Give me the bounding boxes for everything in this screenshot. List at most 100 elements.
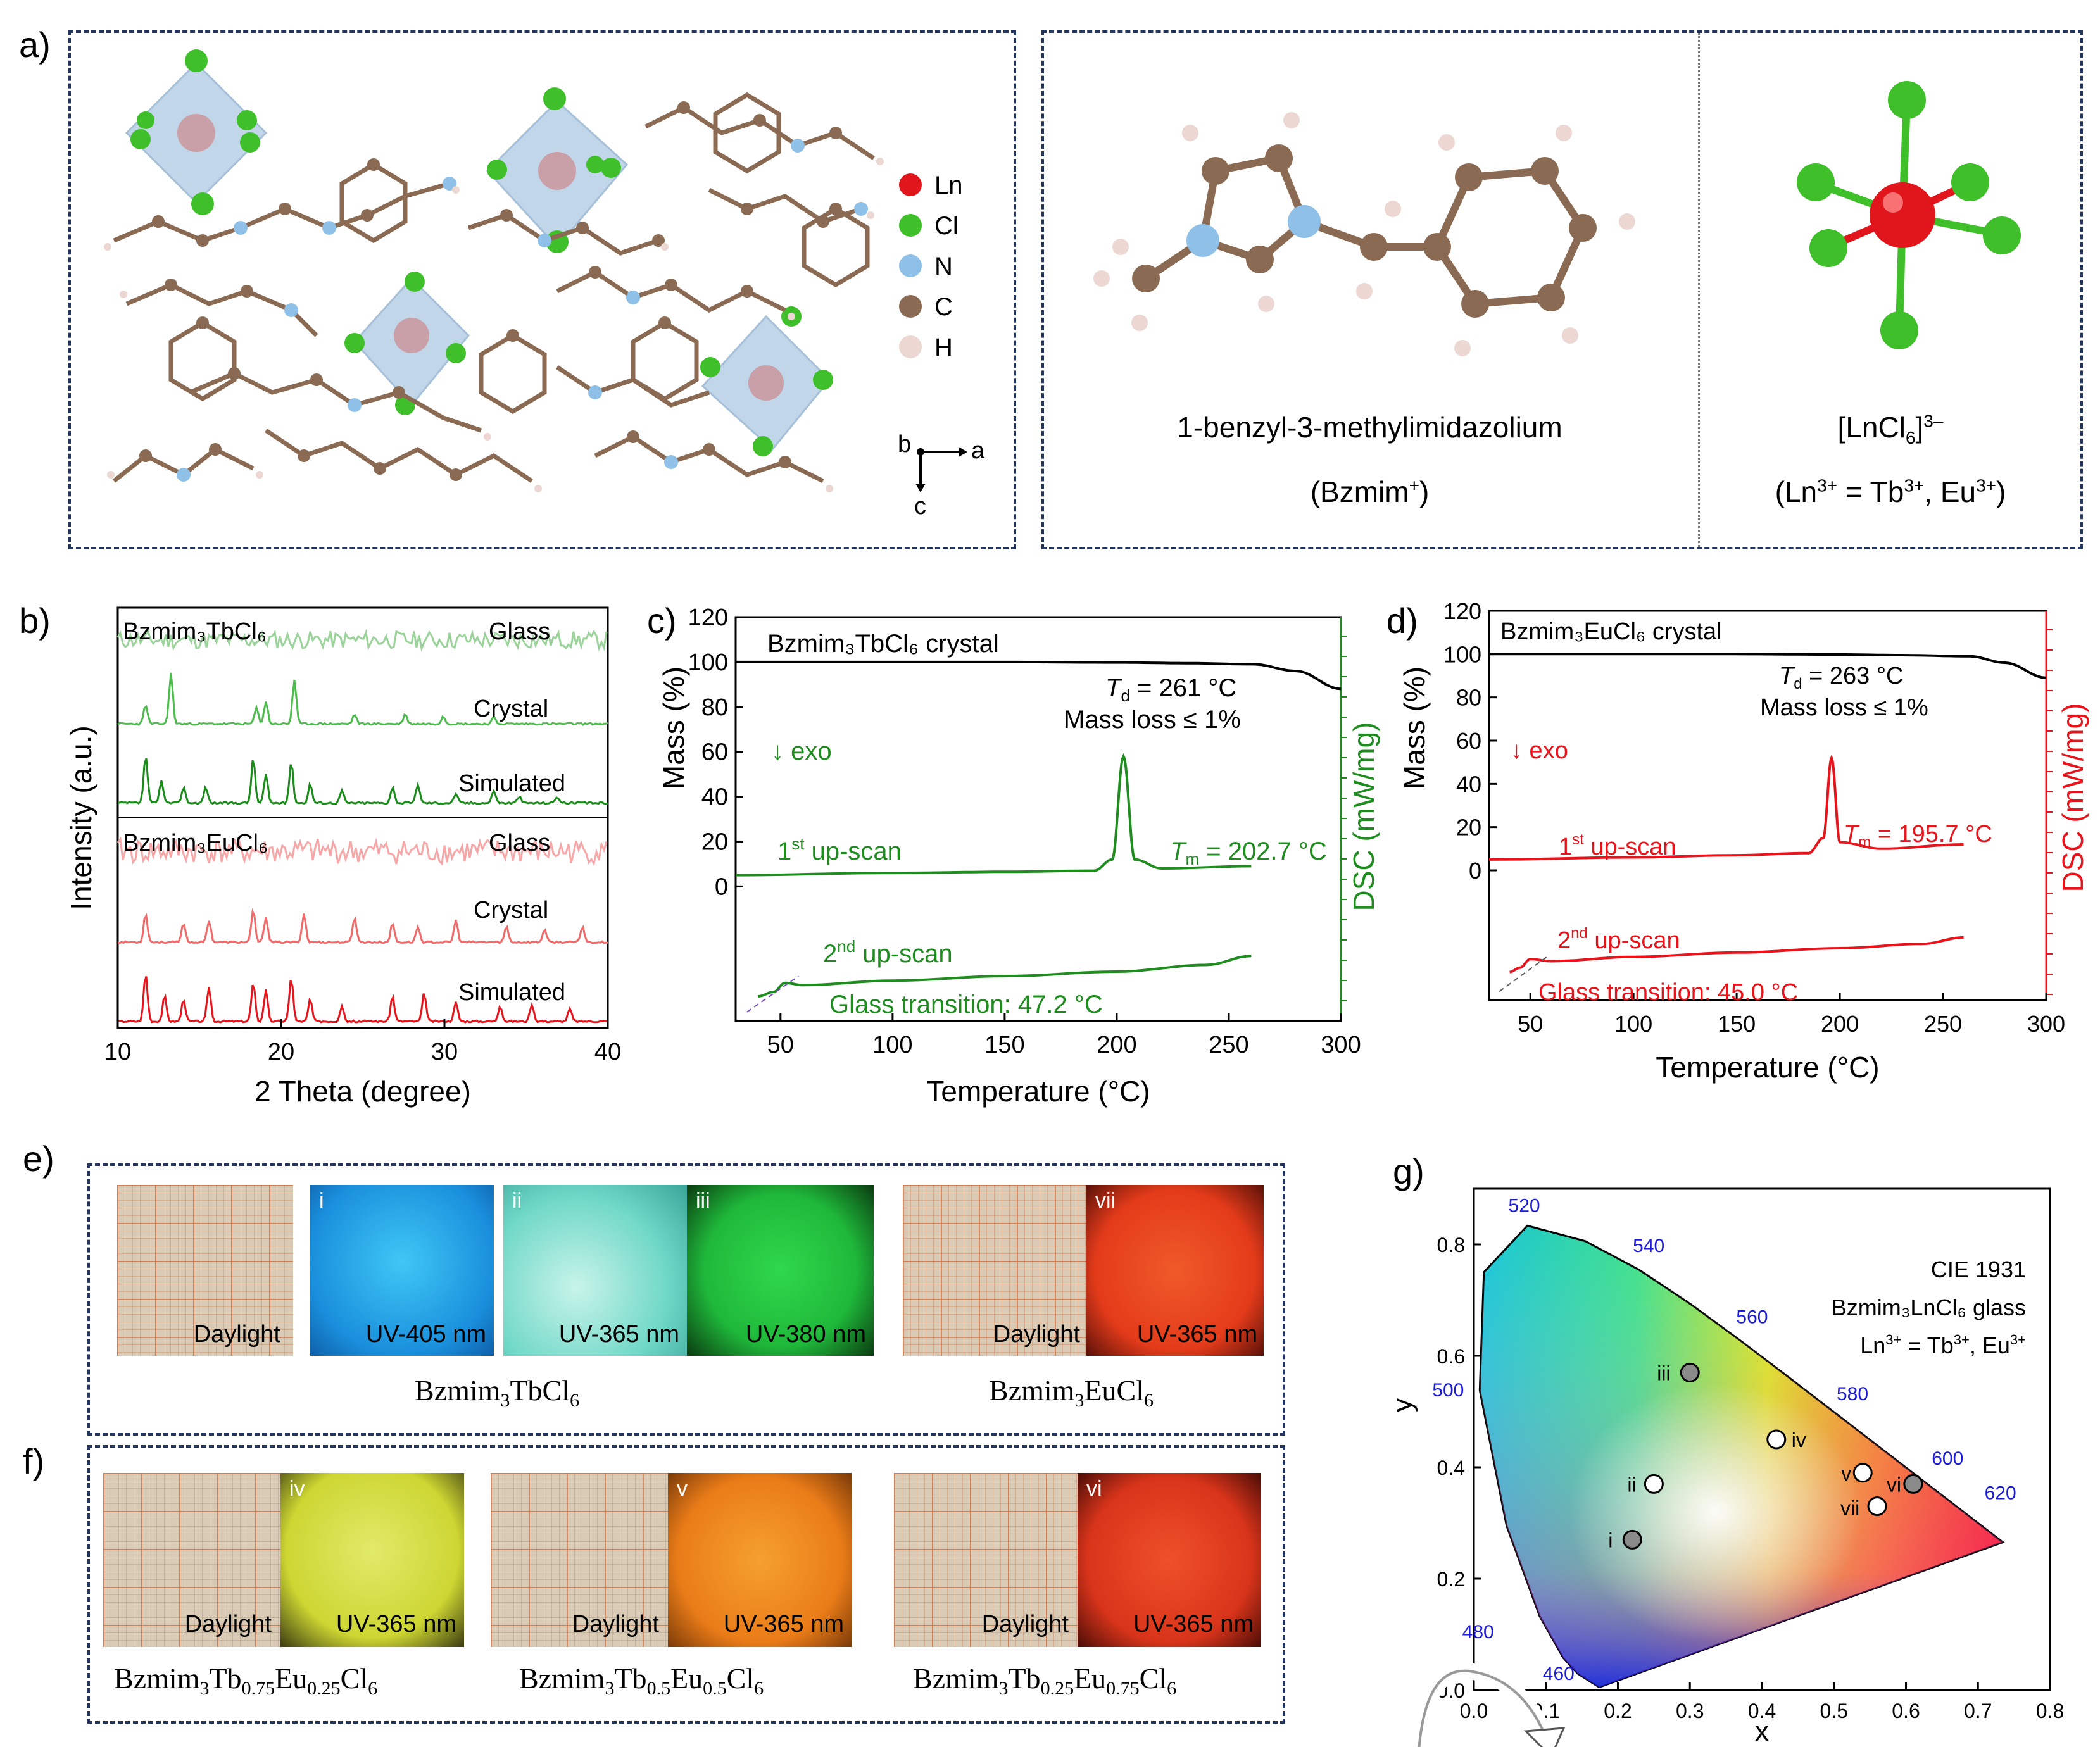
d-ytick: 60	[1456, 728, 1481, 754]
cie-point-iii	[1680, 1362, 1700, 1382]
formula-f-2: Bzmim3Tb0.5Eu0.5Cl6	[519, 1662, 764, 1700]
xrd-tb-label: Bzmim₃TbCl₆	[123, 618, 267, 645]
caption: UV-380 nm	[745, 1321, 866, 1348]
cie-locus-white	[1480, 1225, 2003, 1688]
trace-eu-glass	[116, 836, 608, 867]
caption: Daylight	[981, 1611, 1069, 1638]
cie-xlabel: x	[1755, 1716, 1769, 1747]
axis-c-label: c	[914, 493, 926, 519]
d-xtick: 150	[1718, 1011, 1756, 1037]
roman-label: iv	[289, 1477, 305, 1501]
hydrogen-atoms	[104, 158, 884, 492]
anion-pre: [LnCl	[1837, 411, 1906, 444]
panel-a-crystal-box	[68, 30, 1016, 549]
ln-sup1: 3+	[1817, 475, 1838, 496]
caption: UV-365 nm	[723, 1611, 844, 1638]
d-tangent-line	[1499, 956, 1547, 993]
c-xtick: 200	[1097, 1032, 1136, 1058]
photo-e-iii: iii UV-380 nm	[687, 1185, 874, 1356]
photo-e-vii: vii UV-365 nm	[1086, 1185, 1264, 1356]
photo-f-iv: iv UV-365 nm	[280, 1473, 464, 1647]
anion-sup: 3–	[1923, 411, 1944, 431]
cie-chart: 0.0 0.1 0.2 0.3 0.4 0.5 0.6 0.7 0.80.00.20.40.60…	[1393, 1187, 2064, 1747]
axis-b-label: b	[898, 431, 911, 458]
photo-f-daylight-2: Daylight	[491, 1473, 668, 1647]
c-td: Td = 261 °C	[1105, 674, 1236, 705]
d-xtick: 200	[1821, 1011, 1859, 1037]
xrd-ylabel: Intensity (a.u.)	[65, 725, 97, 910]
atom-legend: Ln Cl N C H	[899, 172, 963, 361]
roman-label: vii	[1095, 1189, 1116, 1213]
roman-label: iii	[696, 1189, 710, 1213]
cie-arrow-head	[1523, 1727, 1566, 1747]
photo-e-i: i UV-405 nm	[310, 1185, 494, 1356]
d-xlabel: Temperature (°C)	[1656, 1051, 1879, 1084]
carbon-atoms	[139, 101, 842, 481]
c-title: Bzmim₃TbCl₆ crystal	[767, 630, 999, 658]
c-scan2-curve	[758, 955, 1252, 998]
xrd-tb-glass-label: Glass	[489, 618, 550, 645]
d-scan2-curve	[1509, 936, 1964, 974]
c-xtick: 300	[1321, 1032, 1361, 1058]
xrd-tb-sim-label: Simulated	[458, 770, 565, 797]
cie-note: Ln3+ = Tb3+, Eu3+	[1860, 1332, 2026, 1358]
formula-f-1: Bzmim3Tb0.75Eu0.25Cl6	[114, 1662, 378, 1700]
c-scan1-label: 1st up-scan	[777, 834, 902, 865]
c-scan1-curve	[735, 753, 1252, 877]
photo-e-daylight-tb: Daylight	[117, 1185, 293, 1356]
caption: Daylight	[572, 1611, 659, 1638]
caption: UV-405 nm	[365, 1321, 486, 1348]
d-td: Td = 263 °C	[1779, 663, 1903, 692]
panel-a-molecule-box	[1041, 30, 2083, 549]
c-ytick: 60	[701, 739, 728, 766]
c-ytick: 20	[701, 829, 728, 855]
cie-point-vii	[1867, 1496, 1887, 1517]
xrd-xtick-20: 20	[268, 1039, 294, 1065]
xrd-eu-glass-label: Glass	[489, 830, 550, 856]
cation-abbr-sup: +	[1409, 475, 1419, 496]
legend-h-swatch	[899, 335, 922, 358]
d-xtick: 300	[2027, 1011, 2065, 1037]
xrd-xtick-10: 10	[104, 1039, 131, 1065]
tga-dsc-eu-chart: 0 20 40 60 80 100 120 50 100 150 200 250 300 Bzmim₃…	[1398, 601, 2089, 1084]
c-tm-label: Tm = 202.7 °C	[1170, 837, 1327, 868]
cie-wavelength-label: 560	[1736, 1306, 1768, 1327]
ln-mid2: , Eu	[1924, 475, 1977, 508]
legend-c: C	[934, 293, 953, 321]
c-ylabel: Mass (%)	[658, 667, 690, 789]
cie-point-iv	[1766, 1429, 1787, 1450]
cie-ytick: 0.2	[1437, 1568, 1465, 1591]
cie-ytick: 0.6	[1437, 1345, 1465, 1368]
panel-label-c: c)	[647, 601, 677, 641]
panel-label-f: f)	[23, 1441, 45, 1481]
cie-wavelength-label: 520	[1509, 1195, 1540, 1216]
octahedron-4	[700, 306, 833, 456]
c-xtick: 100	[872, 1032, 912, 1058]
c-mass-curve	[736, 660, 1342, 691]
cie-xtick: 0.6	[1892, 1700, 1920, 1722]
xrd-chart: Bzmim₃TbCl₆ Glass Crystal Simulated Bzmi…	[65, 606, 621, 1108]
cie-point-v	[1852, 1463, 1873, 1483]
ln-definition: (Ln3+ = Tb3+, Eu3+)	[1698, 475, 2083, 509]
photo-f-v: v UV-365 nm	[668, 1473, 852, 1647]
ln-sup2: 3+	[1904, 475, 1925, 496]
ln-sup3: 3+	[1976, 475, 1997, 496]
octahedron-3	[344, 272, 470, 415]
cie-point-vi	[1903, 1474, 1923, 1494]
cie-ylabel: y	[1393, 1398, 1418, 1412]
photo-e-ii: ii UV-365 nm	[503, 1185, 687, 1356]
photo-e-daylight-eu: Daylight	[903, 1185, 1086, 1356]
anion-sub: 6	[1905, 428, 1916, 448]
trace-tb-simulated	[117, 758, 608, 806]
xrd-eu-sim-label: Simulated	[458, 979, 565, 1006]
c-glass-label: Glass transition: 47.2 °C	[829, 991, 1103, 1018]
cie-wavelength-label: 540	[1633, 1236, 1664, 1256]
tga-dsc-tb-chart: 0 20 40 60 80 100 120 50 100 150 200 250 300 Bzmim₃…	[658, 605, 1380, 1108]
photo-f-daylight-1: Daylight	[103, 1473, 280, 1647]
panel-f-box	[87, 1445, 1285, 1724]
caption: Daylight	[193, 1321, 280, 1348]
cie-point-label: i	[1608, 1529, 1613, 1551]
c-ytick: 120	[688, 605, 728, 631]
cie-wavelength-label: 500	[1432, 1380, 1464, 1401]
trace-eu-simulated	[117, 976, 608, 1024]
